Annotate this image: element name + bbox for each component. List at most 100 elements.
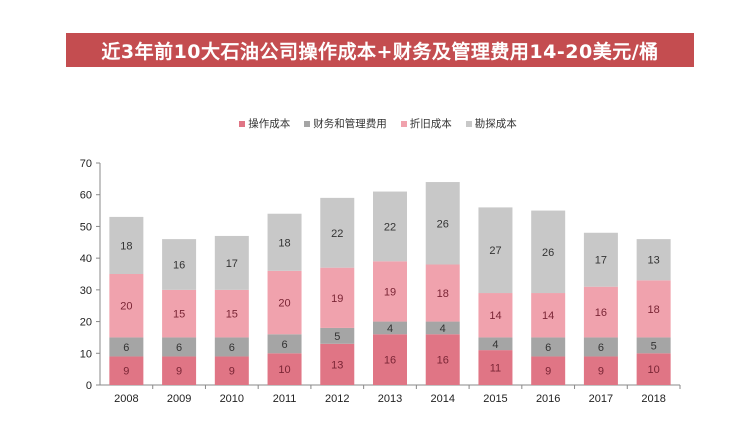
bar-segment — [531, 356, 566, 385]
bar-segment — [636, 337, 671, 354]
bar-segment — [583, 337, 618, 357]
legend-swatch — [400, 120, 407, 127]
data-label: 16 — [384, 355, 396, 367]
legend-item: 操作成本 — [239, 116, 290, 131]
data-label: 18 — [437, 288, 449, 300]
bar-segment — [531, 293, 566, 338]
data-label: 4 — [492, 339, 498, 351]
bar-segment — [373, 334, 407, 385]
bar-segment — [109, 216, 144, 274]
data-label: 10 — [278, 364, 290, 376]
data-label: 27 — [489, 245, 501, 257]
bar-segment — [583, 232, 618, 287]
bar-segment — [267, 334, 302, 354]
legend-item: 财务和管理费用 — [304, 116, 387, 131]
bar-segment — [267, 270, 302, 335]
bar-segment — [109, 337, 144, 357]
data-label: 14 — [489, 310, 501, 322]
data-label: 14 — [542, 310, 554, 322]
bar-segment — [478, 293, 513, 338]
data-label: 17 — [595, 255, 607, 267]
bar-segment — [636, 353, 671, 385]
bar-segment — [373, 261, 407, 322]
bar-segment — [373, 321, 407, 335]
x-tick-label: 2013 — [378, 393, 402, 405]
data-label: 20 — [278, 298, 290, 310]
legend-label: 折旧成本 — [409, 118, 452, 130]
bar-segment — [478, 207, 513, 294]
data-label: 5 — [651, 340, 657, 352]
data-label: 15 — [173, 309, 185, 321]
bar-segment — [162, 289, 197, 338]
bar-segment — [109, 274, 144, 338]
bar-segment — [162, 239, 197, 290]
x-tick-label: 2014 — [430, 393, 454, 405]
data-label: 18 — [120, 240, 132, 252]
data-label: 10 — [648, 364, 660, 376]
data-label: 6 — [123, 342, 129, 354]
data-label: 9 — [123, 366, 129, 378]
bar-segment — [320, 343, 355, 385]
y-tick-label: 50 — [80, 221, 92, 233]
data-label: 18 — [278, 237, 290, 249]
data-label: 5 — [334, 331, 340, 343]
legend-swatch — [465, 120, 472, 127]
bar-segment — [425, 264, 460, 322]
data-label: 6 — [176, 342, 182, 354]
bar-segment — [583, 356, 618, 385]
bar-segment — [109, 356, 144, 385]
data-label: 4 — [440, 323, 446, 335]
legend-label: 财务和管理费用 — [313, 118, 387, 130]
x-tick-label: 2016 — [536, 393, 560, 405]
data-label: 6 — [281, 339, 287, 351]
bar-segment — [214, 289, 249, 338]
data-label: 17 — [226, 258, 238, 270]
data-label: 18 — [648, 304, 660, 316]
data-label: 9 — [598, 366, 604, 378]
y-tick-label: 20 — [80, 317, 92, 329]
data-label: 9 — [229, 366, 235, 378]
legend-swatch — [304, 120, 311, 127]
data-label: 22 — [384, 221, 396, 233]
data-label: 16 — [595, 307, 607, 319]
data-label: 4 — [387, 323, 393, 335]
x-tick-label: 2008 — [114, 393, 138, 405]
y-tick-label: 40 — [80, 253, 92, 265]
bar-segment — [531, 210, 566, 294]
bar-segment — [636, 280, 671, 338]
data-label: 15 — [226, 309, 238, 321]
data-label: 16 — [173, 259, 185, 271]
data-label: 26 — [542, 247, 554, 259]
bar-segment — [214, 337, 249, 357]
data-label: 9 — [176, 366, 182, 378]
y-tick-label: 0 — [86, 380, 92, 392]
data-label: 13 — [648, 255, 660, 267]
x-tick-label: 2011 — [273, 393, 297, 405]
bar-segment — [478, 350, 513, 385]
data-label: 11 — [490, 363, 501, 375]
bar-segment — [478, 337, 513, 351]
bar-segment — [373, 191, 407, 262]
x-tick-label: 2012 — [325, 393, 349, 405]
bar-segment — [267, 353, 302, 385]
bar-segment — [214, 356, 249, 385]
legend: 操作成本 财务和管理费用 折旧成本 勘探成本 — [0, 116, 756, 131]
legend-label: 勘探成本 — [474, 118, 517, 130]
data-label: 16 — [437, 355, 449, 367]
bar-segment — [636, 239, 671, 281]
data-label: 13 — [331, 359, 343, 371]
data-label: 22 — [331, 228, 343, 240]
bar-segment — [425, 334, 460, 385]
bar-segment — [162, 337, 197, 357]
legend-label: 操作成本 — [248, 118, 291, 130]
legend-item: 勘探成本 — [465, 116, 517, 131]
bar-segment — [425, 321, 460, 335]
bar-segment — [531, 337, 566, 357]
data-label: 26 — [437, 218, 449, 230]
bar-segment — [320, 267, 355, 328]
data-label: 6 — [598, 342, 604, 354]
bar-segment — [320, 327, 355, 344]
data-label: 19 — [331, 293, 343, 305]
